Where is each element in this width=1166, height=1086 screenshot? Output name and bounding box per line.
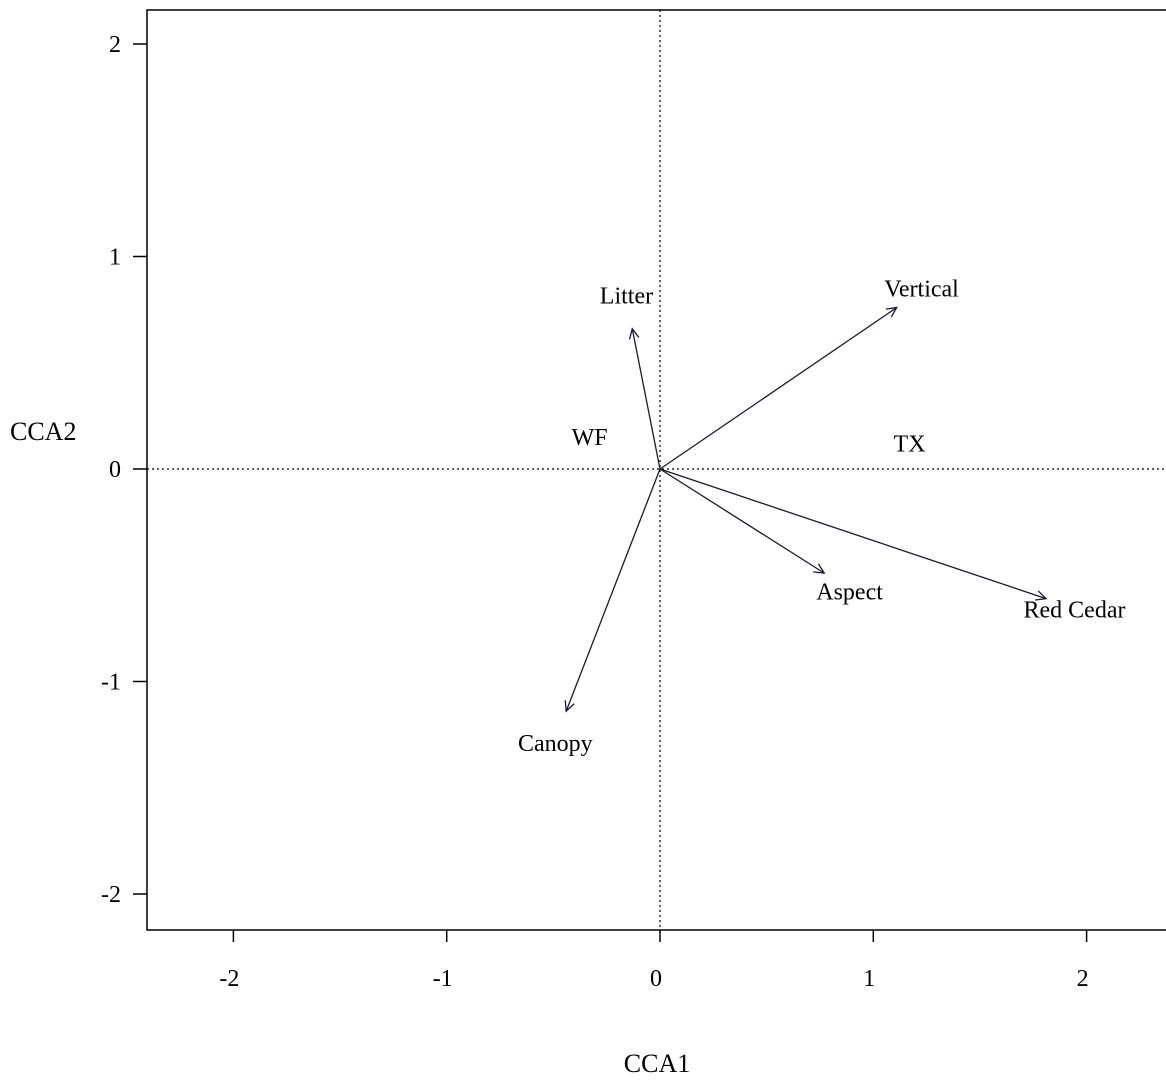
x-tick-label: 0 xyxy=(650,966,662,992)
y-tick-label: -1 xyxy=(101,670,121,696)
vector-label: Red Cedar xyxy=(1024,597,1126,623)
vector-shaft xyxy=(659,468,1047,600)
vector-label: Litter xyxy=(600,283,653,309)
vector-red-cedar: Red Cedar xyxy=(659,468,1126,623)
site-label-wf: WF xyxy=(572,425,608,451)
site-labels: WF TX xyxy=(572,425,926,457)
x-tick-label: 2 xyxy=(1077,966,1089,992)
vector-arrowhead xyxy=(813,563,826,574)
vector-shaft xyxy=(659,468,825,574)
vector-canopy: Canopy xyxy=(518,468,661,757)
vector-label: Canopy xyxy=(518,731,593,757)
vector-label: Vertical xyxy=(884,276,959,302)
vector-label: Aspect xyxy=(816,579,883,605)
site-label-tx: TX xyxy=(894,432,926,458)
x-tick-label: -1 xyxy=(433,966,453,992)
vector-shaft xyxy=(631,328,661,470)
y-tick-label: -2 xyxy=(101,882,121,908)
x-tick-label: -2 xyxy=(219,966,239,992)
y-tick-label: 0 xyxy=(109,457,121,483)
biplot-vectors: Litter Vertical Aspect Red Cedar Canopy xyxy=(518,276,1126,757)
vector-arrowhead xyxy=(885,306,899,318)
y-tick-label: 2 xyxy=(109,32,121,58)
y-axis: -2 -1 0 1 2 xyxy=(101,32,147,908)
x-tick-label: 1 xyxy=(863,966,875,992)
vector-litter: Litter xyxy=(600,283,661,470)
vector-arrowhead xyxy=(564,700,575,713)
vector-aspect: Aspect xyxy=(659,468,883,605)
vector-arrowhead xyxy=(628,327,640,340)
vector-shaft xyxy=(659,306,898,470)
plot-frame xyxy=(146,9,1166,931)
x-axis: -2 -1 0 1 2 xyxy=(219,930,1089,992)
reference-lines xyxy=(147,10,1166,930)
vector-shaft xyxy=(565,468,661,712)
y-tick-label: 1 xyxy=(109,245,121,271)
vector-arrowhead xyxy=(1035,590,1048,601)
x-axis-title: CCA1 xyxy=(624,1049,690,1078)
y-axis-title: CCA2 xyxy=(10,417,76,446)
vector-vertical: Vertical xyxy=(659,276,959,470)
